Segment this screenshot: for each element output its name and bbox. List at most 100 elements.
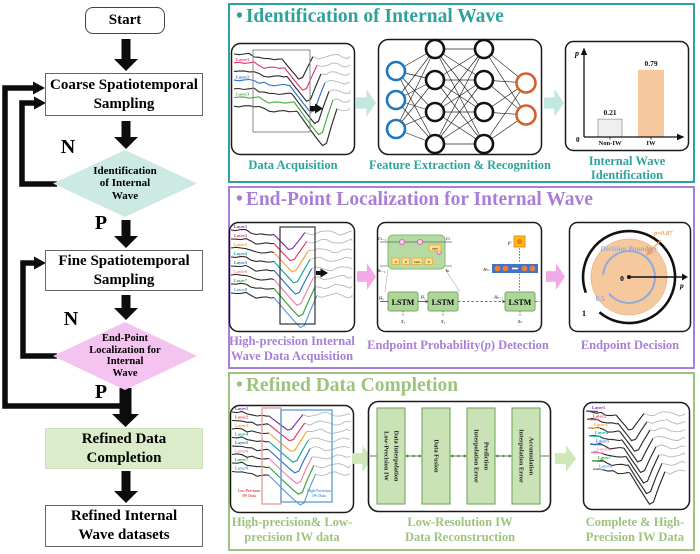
nn-node-icon xyxy=(473,101,495,123)
outer-radius-label: 1 xyxy=(582,309,586,318)
layer-labels: Layer1 Layer2 Layer3 Layer4 Layer5 Layer6 Laye… xyxy=(235,406,249,471)
nn-node-icon xyxy=(473,133,495,155)
layer-label: Layer6 xyxy=(597,447,611,452)
process-block-label: Accumulation xyxy=(527,437,534,476)
layer-label: Layer6 xyxy=(234,269,248,274)
feedback-arrowheads xyxy=(33,81,46,270)
caption-complete-data: Complete & High- Precision IW Data xyxy=(585,515,685,544)
p-value-label: p=0.87 xyxy=(653,230,673,237)
reconstruction-blocks: Low-Precision IW Data Interpolation Data F… xyxy=(370,407,549,505)
high-precision-label: High-Precision xyxy=(307,489,331,493)
figure-frame xyxy=(228,221,356,333)
x-axis-arrow-icon xyxy=(677,133,685,141)
layer-label: Layer1 xyxy=(234,224,247,229)
layer-label: Layer7 xyxy=(234,278,248,283)
waveforms xyxy=(230,228,353,329)
c-prev-label: Cₜ₋₁ xyxy=(378,236,387,241)
caption-mixed-precision: High-precision& Low- precision IW data xyxy=(231,515,353,544)
gate-box xyxy=(391,257,400,265)
coarse-line2: Sampling xyxy=(93,95,155,112)
vector-dot-icon xyxy=(521,265,528,272)
center-label: 0 xyxy=(620,274,624,283)
layer-label: Layer2 xyxy=(236,74,249,79)
branch-label-p2: P xyxy=(94,381,108,403)
gate-label: σ xyxy=(395,260,397,264)
vector-dot-icon xyxy=(529,265,536,272)
layer-label: Layer1 xyxy=(235,406,248,411)
decision-endpoint-text: End-Point Localization for Internal Wave xyxy=(89,333,161,379)
process-block-label: Interpolation Error xyxy=(518,429,525,483)
flow-node-refined-completion: Refined Data Completion xyxy=(45,428,203,469)
process-block xyxy=(376,407,406,505)
nn-node-icon xyxy=(424,38,446,60)
outer-circle xyxy=(581,229,677,325)
layer-label: Layer8 xyxy=(599,463,612,468)
layer-label: Layer2 xyxy=(234,233,247,238)
bullet-icon: • xyxy=(236,375,243,396)
refined-line2: Completion xyxy=(86,449,162,466)
figure-identification-chart: 0.21 Non-IW 0.79 IW p 0 xyxy=(564,40,690,152)
panel-identification-title: • Identification of Internal Wave xyxy=(236,6,504,27)
fine-line1: Fine Spatiotemporal xyxy=(58,252,190,269)
figure-mixed-precision-data: Low-Precision IW Data High-Precision IW … xyxy=(229,404,355,514)
h-next-label: hₜ xyxy=(446,268,450,273)
gate-op-icon xyxy=(398,238,405,245)
hn1-label: Hₙ₋₁ xyxy=(493,295,503,300)
nn-node-icon xyxy=(515,104,537,126)
nn-node-icon xyxy=(385,60,407,82)
datasets-line2: Wave datasets xyxy=(78,527,170,543)
high-precision-box xyxy=(280,409,333,503)
xn-label: Xₙ xyxy=(517,319,523,324)
figure-highprecision-acquisition: Layer1 Layer2 Layer3 Layer4 Layer5 Layer6 Laye… xyxy=(228,221,356,333)
caption-data-acquisition: Data Acquisition xyxy=(248,158,338,172)
tanh-label: tanh xyxy=(432,247,438,251)
gate-box xyxy=(424,257,433,265)
h1-label: H₁ xyxy=(420,295,426,300)
right-arrow-icon xyxy=(310,103,323,114)
flow-node-coarse-sampling: Coarse Spatiotemporal Sampling xyxy=(45,73,203,116)
fine-line2: Sampling xyxy=(93,271,155,288)
right-arrow-icon xyxy=(316,268,328,278)
layer-label: Layer1 xyxy=(592,405,605,410)
caption-iw-identification: Internal Wave Identification xyxy=(588,154,666,182)
bar-value-label: 0.21 xyxy=(603,108,616,117)
process-block-label: Data Fusion xyxy=(433,439,440,473)
gate-box xyxy=(411,257,423,265)
layer-label: Layer3 xyxy=(236,92,249,97)
caption-reconstruction: Low-Resolution IW Data Reconstruction xyxy=(404,515,516,544)
chain-arrow-icon xyxy=(502,300,506,303)
layer-label: Layer6 xyxy=(235,449,249,454)
down-arrow-icon xyxy=(112,39,139,503)
layer-label: Layer8 xyxy=(234,287,247,292)
waveforms xyxy=(233,52,351,147)
h-prev-label: hₜ₋₁ xyxy=(378,268,386,273)
nn-node-icon xyxy=(424,101,446,123)
nn-node-icon xyxy=(473,38,495,60)
tanh-box xyxy=(428,244,442,252)
threshold-circle xyxy=(602,249,656,304)
zoom-line xyxy=(384,268,389,293)
process-block-label: Interpolation Error xyxy=(473,429,480,483)
start-label: Start xyxy=(108,12,142,28)
flow-node-fine-sampling: Fine Spatiotemporal Sampling xyxy=(45,250,203,291)
origin-label: 0 xyxy=(576,136,580,144)
process-block xyxy=(466,407,496,505)
layer-label: Layer7 xyxy=(598,455,612,460)
caption-highprecision-acquisition: High-precision Internal Wave Data Acquis… xyxy=(229,334,355,363)
lstm-block-label: LSTM xyxy=(432,298,455,307)
layer-label: Layer2 xyxy=(593,414,606,419)
layer-label: Layer1 xyxy=(236,57,249,62)
nn-node-icon xyxy=(424,69,446,91)
low-precision-label: IW Data xyxy=(242,494,256,498)
coarse-line1: Coarse Spatiotemporal xyxy=(50,76,198,93)
p-label: p: xyxy=(507,241,512,246)
refined-line1: Refined Data xyxy=(81,430,167,447)
vector-dot-icon xyxy=(494,265,501,272)
process-block-label: Low-Precision IW xyxy=(383,431,390,481)
layer-label: Layer2 xyxy=(235,415,248,420)
hn-label: Hₙ: xyxy=(482,267,490,272)
gate-label: σ xyxy=(428,260,430,264)
bar xyxy=(597,118,623,138)
caption-feature-extraction: Feature Extraction & Recognition xyxy=(368,158,552,172)
nn-node-icon xyxy=(385,118,407,140)
